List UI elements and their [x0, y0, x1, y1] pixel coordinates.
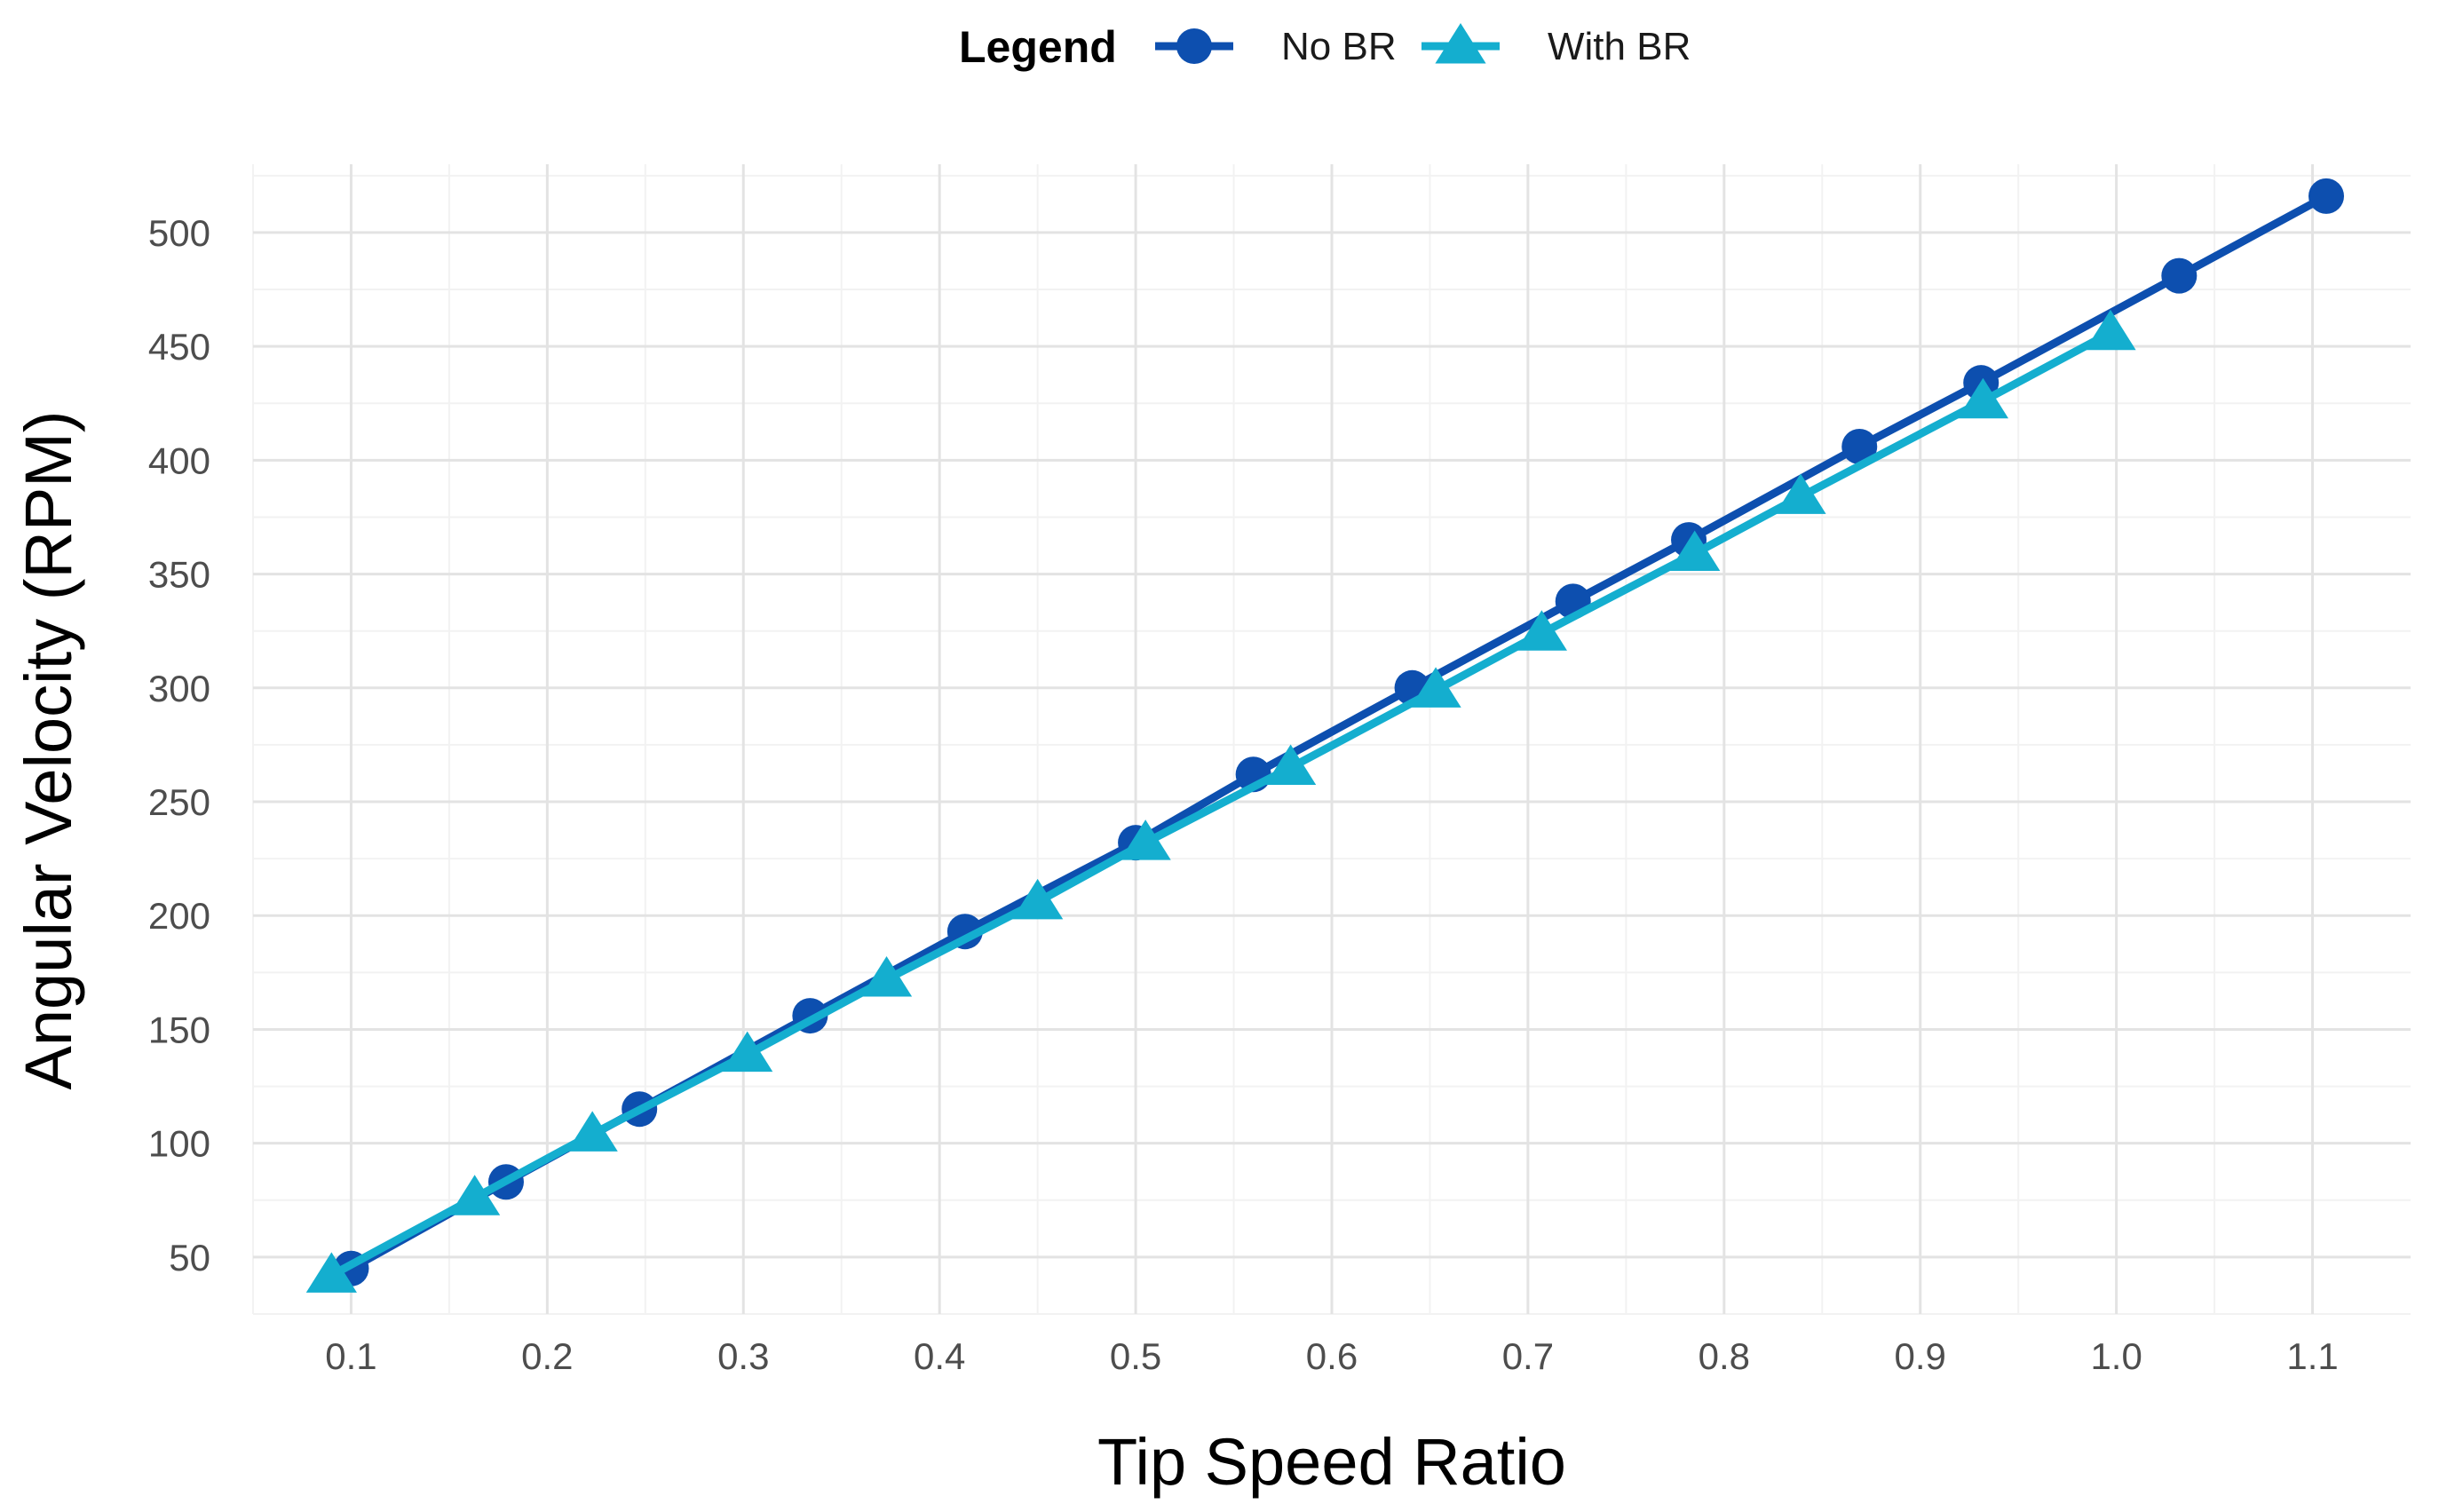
data-point-with-br [1265, 744, 1317, 786]
data-point-with-br [1957, 377, 2009, 419]
axis-ticks: 0.1 0.2 0.3 0.4 0.5 0.6 0.7 0.8 0.9 1.0 1.1 50 100 15… [148, 212, 2339, 1377]
data-point-with-br [1516, 610, 1567, 651]
data-point-with-br [1012, 878, 1064, 920]
data-point-no-br [1841, 428, 1878, 464]
y-tick-label: 200 [148, 895, 210, 937]
data-point-with-br [1120, 819, 1171, 860]
x-tick-label: 1.1 [2286, 1335, 2338, 1377]
x-tick-label: 0.4 [914, 1335, 965, 1377]
x-tick-label: 0.3 [717, 1335, 769, 1377]
x-tick-label: 0.7 [1502, 1335, 1554, 1377]
legend: Legend No BR With BR [959, 22, 1691, 72]
legend-title: Legend [959, 22, 1117, 72]
data-point-with-br [1775, 473, 1826, 514]
y-tick-label: 350 [148, 554, 210, 596]
data-point-with-br [860, 956, 913, 997]
legend-key-marker [1176, 28, 1212, 64]
x-tick-label: 1.0 [2090, 1335, 2142, 1377]
data-point-with-br [449, 1175, 501, 1215]
y-tick-label: 50 [169, 1237, 210, 1278]
x-tick-label: 0.2 [521, 1335, 573, 1377]
y-tick-label: 300 [148, 668, 210, 709]
series-layer [305, 178, 2345, 1293]
x-tick-label: 0.5 [1110, 1335, 1161, 1377]
x-tick-label: 0.6 [1306, 1335, 1358, 1377]
series-with-br [305, 309, 2136, 1293]
y-tick-label: 400 [148, 439, 210, 481]
data-point-with-br [1669, 530, 1721, 572]
grid [252, 164, 2411, 1315]
x-tick-label: 0.9 [1895, 1335, 1946, 1377]
legend-item-with-br: With BR [1421, 23, 1691, 68]
legend-label: No BR [1281, 25, 1397, 68]
y-tick-label: 250 [148, 781, 210, 823]
y-tick-label: 450 [148, 326, 210, 368]
x-tick-label: 0.8 [1699, 1335, 1750, 1377]
data-point-with-br [566, 1111, 618, 1152]
x-axis-title: Tip Speed Ratio [1097, 1425, 1566, 1499]
y-tick-label: 500 [148, 212, 210, 254]
legend-key-marker [1435, 23, 1486, 64]
data-point-no-br [2308, 178, 2345, 214]
legend-label: With BR [1548, 25, 1691, 68]
y-tick-label: 100 [148, 1123, 210, 1165]
data-point-no-br [2161, 257, 2198, 294]
data-point-with-br [722, 1031, 773, 1073]
y-tick-label: 150 [148, 1009, 210, 1050]
data-point-with-br [1410, 667, 1461, 708]
legend-item-no-br: No BR [1155, 25, 1397, 68]
y-axis-title: Angular Velocity (RPM) [12, 411, 85, 1090]
data-point-with-br [2085, 309, 2136, 351]
data-point-with-br [305, 1252, 357, 1293]
x-tick-label: 0.1 [325, 1335, 376, 1377]
